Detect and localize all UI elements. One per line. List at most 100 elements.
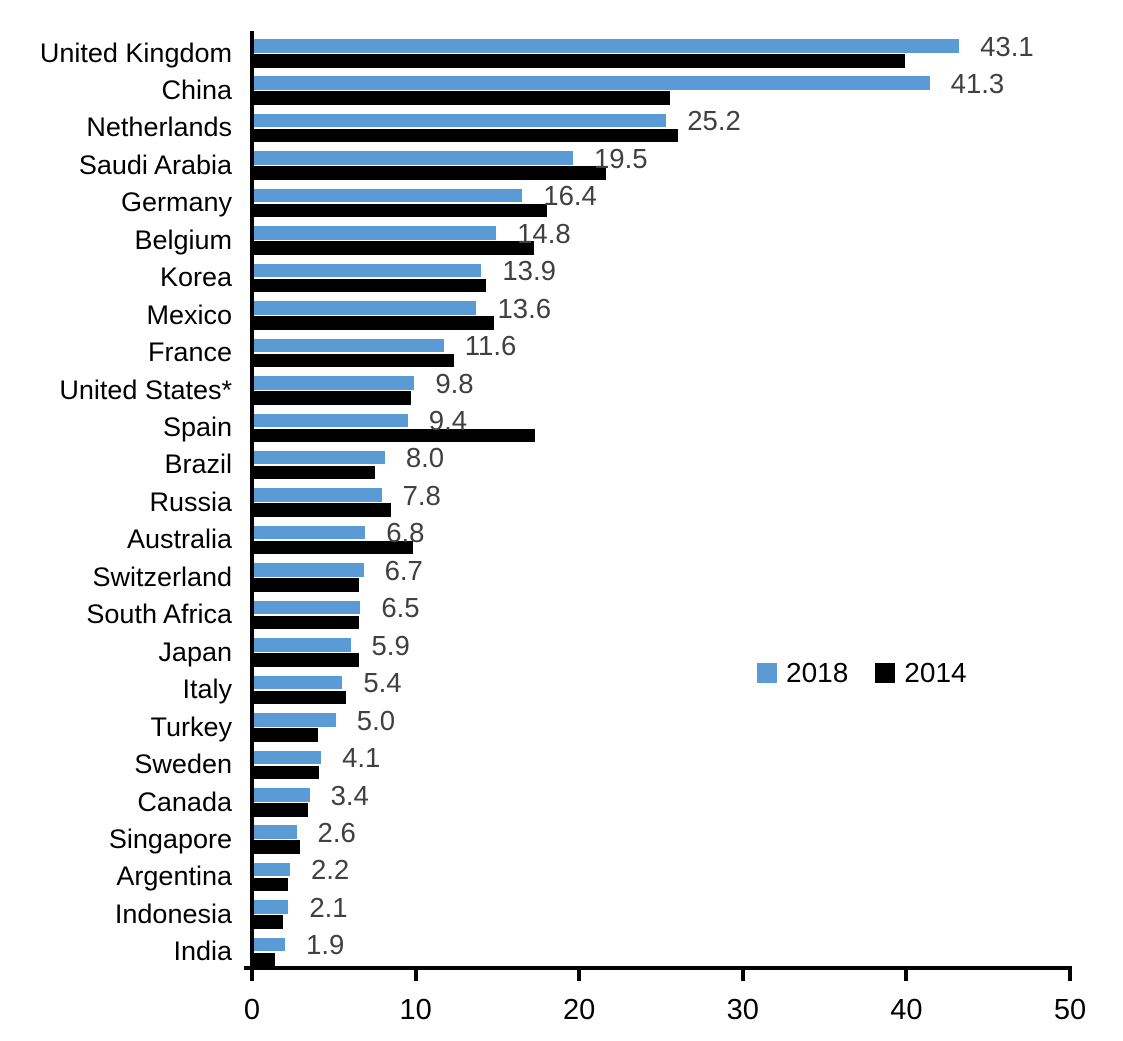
value-label-india: 1.9 <box>306 929 345 961</box>
bar-2014-saudi-arabia <box>254 166 606 180</box>
value-label-united-states: 9.8 <box>435 367 474 399</box>
category-label-switzerland: Switzerland <box>92 561 232 592</box>
bar-2018-belgium <box>254 226 497 240</box>
value-label-belgium: 14.8 <box>517 217 571 249</box>
bar-2018-spain <box>254 413 408 427</box>
bar-2014-france <box>254 353 454 368</box>
bar-2018-japan <box>254 638 351 652</box>
category-label-canada: Canada <box>137 786 232 817</box>
y-axis-line <box>250 31 254 970</box>
value-label-france: 11.6 <box>464 330 517 362</box>
legend-swatch-2018 <box>757 663 777 683</box>
bar-2014-sweden <box>254 765 320 780</box>
value-label-germany: 16.4 <box>543 180 597 212</box>
category-label-united-states: United States* <box>59 374 232 405</box>
value-label-japan: 5.9 <box>371 629 410 661</box>
value-label-netherlands: 25.2 <box>687 105 741 137</box>
bar-2018-singapore <box>254 825 297 839</box>
value-label-spain: 9.4 <box>428 405 468 436</box>
x-tick-50 <box>1068 966 1072 981</box>
value-label-south-africa: 6.5 <box>381 592 420 624</box>
bar-2014-brazil <box>254 465 376 480</box>
bar-2014-canada <box>254 803 308 817</box>
value-label-korea: 13.9 <box>502 255 556 287</box>
category-label-turkey: Turkey <box>150 711 232 742</box>
category-label-belgium: Belgium <box>134 224 232 255</box>
x-tick-20 <box>577 966 582 981</box>
bar-2014-russia <box>254 503 392 517</box>
bar-2014-netherlands <box>254 128 678 143</box>
value-label-italy: 5.4 <box>363 667 402 699</box>
value-label-australia: 6.8 <box>386 517 425 549</box>
x-axis-line <box>244 966 1072 970</box>
value-label-turkey: 5.0 <box>356 704 396 736</box>
bar-2018-france <box>254 338 444 353</box>
bar-2014-argentina <box>254 877 289 892</box>
category-label-japan: Japan <box>158 636 232 667</box>
legend: 2018 2014 <box>757 659 967 687</box>
bar-2014-switzerland <box>254 578 359 592</box>
x-tick-label-40: 40 <box>890 994 923 1026</box>
x-tick-label-50: 50 <box>1053 994 1087 1026</box>
bar-2014-italy <box>254 690 346 705</box>
category-label-france: France <box>147 337 232 368</box>
bar-2018-saudi-arabia <box>254 151 574 165</box>
bar-2014-united-kingdom <box>254 54 906 68</box>
bar-2018-switzerland <box>254 563 364 577</box>
value-label-argentina: 2.2 <box>310 854 350 886</box>
bar-2014-korea <box>254 278 487 293</box>
x-tick-label-10: 10 <box>399 994 432 1026</box>
bar-2018-netherlands <box>254 113 667 128</box>
bar-2014-united-states <box>254 391 412 405</box>
bar-2018-united-kingdom <box>254 39 960 53</box>
bar-2018-indonesia <box>254 900 289 914</box>
bar-2018-brazil <box>254 450 385 465</box>
bar-2018-italy <box>254 675 343 690</box>
bar-2018-korea <box>254 263 482 278</box>
bar-2018-turkey <box>254 713 336 727</box>
legend-swatch-2014 <box>875 663 896 683</box>
legend-label-2018: 2018 <box>786 657 849 688</box>
value-label-mexico: 13.6 <box>497 292 552 324</box>
value-label-singapore: 2.6 <box>317 816 356 848</box>
x-tick-label-30: 30 <box>726 994 759 1026</box>
bar-2018-russia <box>254 488 382 502</box>
category-label-indonesia: Indonesia <box>114 898 232 929</box>
x-tick-10 <box>413 966 418 981</box>
value-label-united-kingdom: 43.1 <box>980 30 1034 62</box>
legend-item-2018: 2018 <box>757 659 848 687</box>
bar-2014-south-africa <box>254 615 359 630</box>
value-label-switzerland: 6.7 <box>384 554 423 586</box>
x-tick-40 <box>904 966 909 981</box>
value-label-sweden: 4.1 <box>342 742 381 774</box>
bar-2018-india <box>254 937 286 952</box>
category-label-argentina: Argentina <box>116 861 232 892</box>
bar-2014-india <box>254 952 276 967</box>
legend-label-2014: 2014 <box>904 657 967 688</box>
x-tick-label-0: 0 <box>243 994 261 1026</box>
x-tick-0 <box>250 966 254 981</box>
value-label-china: 41.3 <box>950 67 1005 99</box>
category-label-spain: Spain <box>162 412 232 442</box>
bar-2014-spain <box>254 428 536 442</box>
category-label-south-africa: South Africa <box>86 599 232 630</box>
x-tick-label-20: 20 <box>563 994 596 1026</box>
bar-2014-germany <box>254 203 547 218</box>
category-label-singapore: Singapore <box>108 823 232 854</box>
value-label-saudi-arabia: 19.5 <box>594 142 648 174</box>
bar-2018-australia <box>254 525 366 540</box>
category-label-russia: Russia <box>149 486 232 517</box>
value-label-brazil: 8.0 <box>405 442 445 474</box>
category-label-china: China <box>161 74 232 105</box>
bar-2014-belgium <box>254 241 534 255</box>
bar-2014-turkey <box>254 728 318 742</box>
category-label-germany: Germany <box>120 187 232 218</box>
bar-2018-china <box>254 76 930 90</box>
category-label-netherlands: Netherlands <box>86 112 232 143</box>
category-label-korea: Korea <box>159 262 232 293</box>
bar-2014-japan <box>254 653 359 667</box>
bar-2018-mexico <box>254 301 477 315</box>
category-label-united-kingdom: United Kingdom <box>39 37 232 68</box>
value-label-indonesia: 2.1 <box>309 891 348 923</box>
category-label-brazil: Brazil <box>164 449 232 480</box>
